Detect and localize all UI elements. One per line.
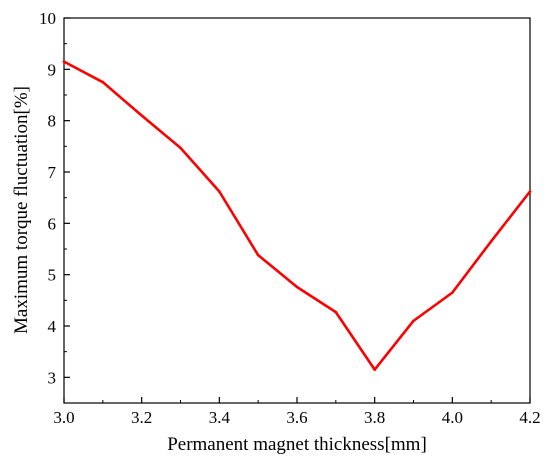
y-tick-label: 3	[48, 368, 57, 387]
data-point	[451, 291, 454, 294]
x-axis-tick-labels: 3.0 3.2 3.4 3.6 3.8 4.0 4.2	[53, 408, 540, 427]
data-point	[373, 368, 376, 371]
y-tick-label: 10	[39, 9, 56, 28]
x-tick-label: 4.2	[519, 408, 540, 427]
y-axis-tick-labels: 3 4 5 6 7 8 9 10	[39, 9, 57, 387]
data-point	[256, 253, 260, 257]
data-point	[140, 114, 143, 117]
x-tick-label: 4.0	[442, 408, 463, 427]
data-point	[334, 310, 338, 314]
x-axis-title: Permanent magnet thickness[mm]	[167, 434, 427, 455]
data-point	[101, 80, 105, 84]
y-axis-ticks	[64, 17, 70, 378]
x-axis-ticks	[63, 397, 531, 403]
series-line	[62, 60, 532, 371]
data-point	[412, 319, 415, 323]
data-point	[179, 146, 182, 150]
y-tick-label: 4	[48, 317, 57, 336]
x-tick-label: 3.0	[53, 408, 74, 427]
plot-frame	[63, 17, 531, 404]
x-tick-label: 3.6	[286, 408, 307, 427]
data-point	[489, 240, 493, 243]
y-tick-label: 6	[48, 214, 57, 233]
y-tick-label: 8	[48, 112, 57, 131]
x-tick-label: 3.2	[131, 408, 152, 427]
x-tick-label: 3.8	[364, 408, 385, 427]
data-point	[62, 60, 66, 63]
x-tick-label: 3.4	[209, 408, 231, 427]
y-tick-label: 5	[48, 266, 57, 285]
y-axis-title: Maximum torque fluctuation[%]	[11, 86, 32, 334]
y-tick-label: 7	[48, 163, 57, 182]
series-layer	[62, 60, 532, 371]
y-tick-label: 9	[48, 60, 57, 79]
data-point	[528, 190, 532, 193]
data-point	[295, 285, 299, 289]
data-point	[218, 190, 221, 193]
